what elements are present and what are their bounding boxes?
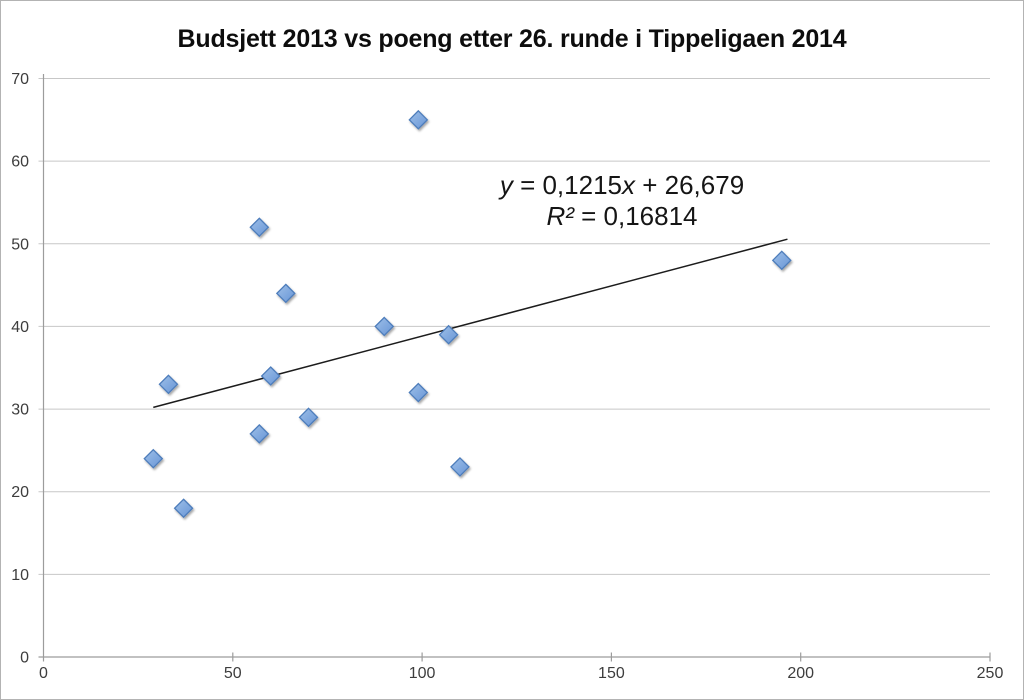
equation-y-symbol: y xyxy=(499,170,513,200)
x-axis-label-250: 250 xyxy=(977,665,1004,682)
x-axis-label-0: 0 xyxy=(39,665,48,682)
chart-title: Budsjett 2013 vs poeng etter 26. runde i… xyxy=(177,25,847,53)
data-point-marker xyxy=(408,109,429,130)
trendline-equation: y = 0,1215x + 26,679 R² = 0,16814 xyxy=(447,170,797,232)
data-point-marker xyxy=(249,423,270,444)
y-axis-label-10: 10 xyxy=(11,567,29,584)
y-axis-label-60: 60 xyxy=(11,154,29,171)
x-axis-label-150: 150 xyxy=(598,665,625,682)
x-axis-label-50: 50 xyxy=(224,665,242,682)
y-axis-label-20: 20 xyxy=(11,484,29,501)
x-axis-label-100: 100 xyxy=(409,665,436,682)
r-squared-line: R² = 0,16814 xyxy=(447,201,797,232)
data-point-marker xyxy=(158,374,179,395)
equation-slope: = 0,1215 xyxy=(512,170,622,200)
data-point-marker xyxy=(298,407,319,428)
data-point-marker xyxy=(173,498,194,519)
data-point-marker xyxy=(408,382,429,403)
trendline xyxy=(153,238,788,409)
data-point-marker xyxy=(275,283,296,304)
equation-line: y = 0,1215x + 26,679 xyxy=(447,170,797,201)
y-axis-label-0: 0 xyxy=(20,650,29,667)
data-point-marker xyxy=(260,366,281,386)
y-axis-label-70: 70 xyxy=(11,71,29,88)
equation-intercept: + 26,679 xyxy=(635,170,745,200)
y-axis-label-40: 40 xyxy=(11,319,29,336)
x-axis-label-200: 200 xyxy=(787,665,814,682)
data-point-marker xyxy=(771,250,792,271)
y-axis-label-50: 50 xyxy=(11,236,29,253)
r-squared-symbol: R² xyxy=(546,201,574,231)
data-point-marker xyxy=(450,457,470,477)
equation-x-symbol: x xyxy=(622,170,635,200)
data-point-marker xyxy=(374,316,395,337)
data-point-marker xyxy=(438,324,459,345)
y-axis-label-30: 30 xyxy=(11,402,29,419)
data-point-marker xyxy=(249,217,270,238)
r-squared-value: = 0,16814 xyxy=(573,201,698,231)
data-point-marker xyxy=(143,448,164,469)
